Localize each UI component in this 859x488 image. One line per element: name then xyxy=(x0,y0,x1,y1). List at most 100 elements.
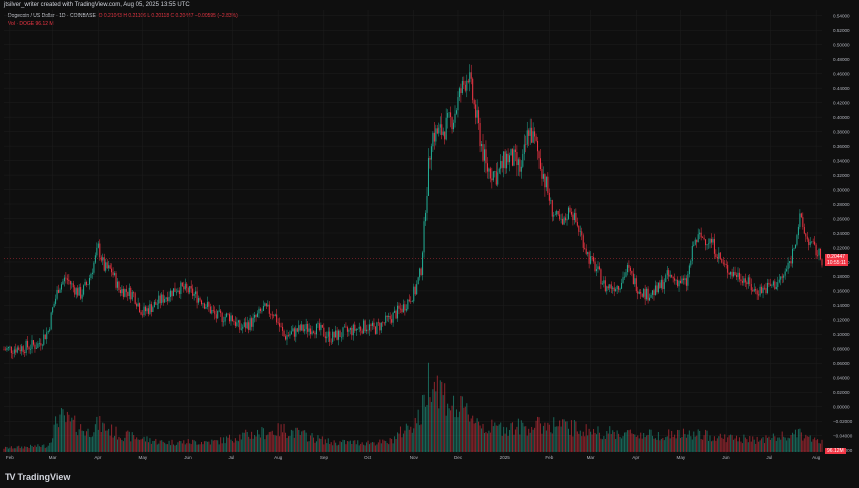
candle-body xyxy=(150,304,152,313)
candle-body xyxy=(494,171,496,172)
candle-body xyxy=(392,312,394,323)
candle-body xyxy=(649,297,651,301)
candle-body xyxy=(352,324,354,336)
candle-body xyxy=(579,231,581,232)
candle-body xyxy=(772,281,774,286)
volume-bar xyxy=(395,439,397,452)
volume-bar xyxy=(486,433,488,452)
volume-bar xyxy=(391,438,393,452)
volume-bar xyxy=(707,440,710,452)
candle-body xyxy=(706,244,708,246)
candle-body xyxy=(228,314,231,322)
volume-bar xyxy=(44,447,46,452)
candle-body xyxy=(386,315,388,318)
volume-bar xyxy=(423,394,425,452)
volume-bar xyxy=(401,437,403,452)
candle-body xyxy=(149,304,151,314)
candle-body xyxy=(541,169,543,179)
candle-body xyxy=(404,304,406,311)
volume-bar xyxy=(799,428,801,452)
price-chart[interactable]: 0.54000 0.52000 0.50000 0.48000 0.46000 0.440… xyxy=(0,0,859,465)
candle-body xyxy=(746,282,748,285)
candle-body xyxy=(88,278,90,285)
volume-bar xyxy=(284,432,287,452)
candle-body xyxy=(178,290,180,294)
volume-bar xyxy=(165,444,167,452)
volume-bar xyxy=(687,434,689,452)
volume-bar xyxy=(164,442,166,452)
volume-bar xyxy=(537,416,539,452)
volume-bar xyxy=(675,438,677,452)
volume-bar xyxy=(161,440,163,452)
volume-bar xyxy=(146,436,148,452)
volume-bar xyxy=(672,436,674,452)
volume-bar xyxy=(728,435,730,452)
volume-bar xyxy=(724,434,726,452)
volume-bar xyxy=(814,437,816,452)
candle-body xyxy=(355,329,357,331)
volume-bar xyxy=(677,429,679,452)
candle-body xyxy=(369,324,371,331)
candle-body xyxy=(535,136,537,141)
candle-body xyxy=(267,304,269,307)
candle-body xyxy=(183,286,185,290)
candle-body xyxy=(99,243,101,258)
candle-body xyxy=(510,149,512,156)
volume-bar xyxy=(511,422,514,452)
volume-bar xyxy=(573,419,575,452)
candle-body xyxy=(121,288,123,294)
candle-body xyxy=(366,329,368,332)
candle-body xyxy=(83,285,85,295)
volume-bar xyxy=(91,436,93,452)
candle-body xyxy=(461,81,463,94)
volume-bar xyxy=(783,436,785,452)
y-tick-label: 0.44000 xyxy=(833,86,850,91)
volume-bar xyxy=(467,414,469,452)
candle-body xyxy=(346,327,348,332)
candle-body xyxy=(60,284,62,290)
volume-bar xyxy=(394,436,396,452)
candle-body xyxy=(759,286,761,296)
volume-bar xyxy=(19,448,21,452)
volume-bar xyxy=(358,445,360,452)
y-tick-label: 0.00000 xyxy=(833,405,850,410)
candle-body xyxy=(598,266,600,270)
volume-bar xyxy=(90,437,92,452)
volume-bar xyxy=(811,441,813,452)
volume-bar xyxy=(342,439,344,452)
volume-bar xyxy=(186,443,188,452)
volume-bar xyxy=(494,422,496,452)
volume-bar xyxy=(820,443,822,452)
volume-bar xyxy=(402,433,404,452)
candle-body xyxy=(12,352,14,354)
volume-bar xyxy=(12,448,14,452)
volume-bar xyxy=(310,435,312,452)
volume-bar xyxy=(738,437,740,452)
volume-bar xyxy=(681,437,683,452)
tradingview-logo[interactable]: TV TradingView xyxy=(5,472,70,482)
candle-body xyxy=(551,200,553,217)
volume-bar xyxy=(578,433,580,452)
volume-tag: 96.12M xyxy=(825,448,846,454)
candle-body xyxy=(111,268,113,273)
y-tick-label: −0.04000 xyxy=(833,434,853,439)
candle-body xyxy=(590,256,592,264)
candle-body xyxy=(688,265,690,275)
volume-bar xyxy=(657,431,659,452)
legend-volume[interactable]: Vol · DOGE 96.12 M xyxy=(8,21,54,27)
candle-body xyxy=(290,331,292,335)
candle-body xyxy=(758,294,760,296)
x-tick-label: Jun xyxy=(184,455,192,460)
candle-body xyxy=(548,192,550,201)
volume-bar xyxy=(473,423,475,452)
candle-body xyxy=(806,236,808,240)
candle-body xyxy=(506,153,508,169)
candle-body xyxy=(472,78,474,101)
candle-body xyxy=(276,314,278,323)
candle-body xyxy=(566,219,568,221)
volume-bar xyxy=(523,426,525,452)
y-tick-label: 0.46000 xyxy=(833,72,850,77)
volume-bar xyxy=(797,429,799,452)
volume-bar xyxy=(488,430,490,452)
